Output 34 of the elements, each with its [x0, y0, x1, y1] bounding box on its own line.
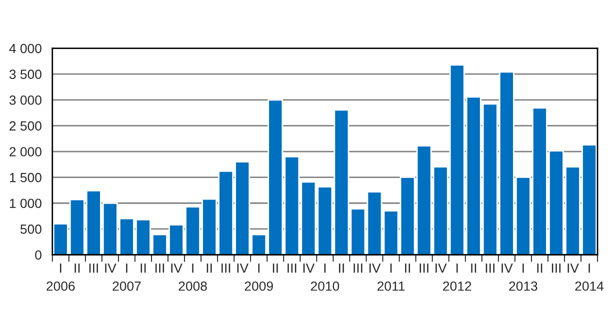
y-tick-label: 0 — [35, 250, 42, 260]
x-tick-label: II — [339, 264, 344, 273]
y-tick-label: 2 500 — [10, 121, 42, 131]
x-tick-label: III — [288, 264, 296, 273]
y-tick-label: 2 000 — [10, 147, 42, 156]
x-tick-label: III — [420, 264, 428, 273]
x-tick-label: II — [405, 264, 410, 273]
x-tick-label: I 2006 — [46, 264, 75, 291]
x-tick-label: III — [222, 264, 230, 273]
x-tick-label: IV — [369, 264, 381, 273]
y-tick-label: 4 000 — [9, 44, 42, 54]
x-tick-label: II — [74, 264, 80, 273]
x-tick-label: III — [155, 264, 164, 273]
x-tick-label: IV — [237, 264, 249, 273]
x-tick-label: III — [89, 264, 98, 273]
x-tick-label: IV — [105, 264, 116, 273]
x-tick-label: IV — [171, 264, 182, 273]
y-tick-label: 1 500 — [10, 172, 42, 182]
x-tick-label: III — [552, 264, 561, 273]
x-tick-label: II — [537, 264, 542, 273]
x-tick-label: II — [140, 264, 146, 273]
y-tick-label: 3 500 — [9, 70, 42, 80]
y-tick-label: 1 000 — [10, 198, 42, 208]
x-tick-label: II — [272, 264, 278, 273]
x-tick-label: II — [206, 264, 212, 273]
x-tick-label: III — [486, 264, 494, 273]
x-tick-label: IV — [303, 264, 315, 273]
x-tick-label: IV — [436, 264, 447, 273]
x-tick-label: II — [471, 264, 476, 273]
x-tick-label: III — [354, 264, 362, 273]
y-tick-label: 500 — [20, 224, 42, 234]
x-tick-label: IV — [502, 264, 513, 273]
y-tick-label: 3 000 — [9, 95, 42, 105]
x-tick-label: IV — [568, 264, 579, 273]
